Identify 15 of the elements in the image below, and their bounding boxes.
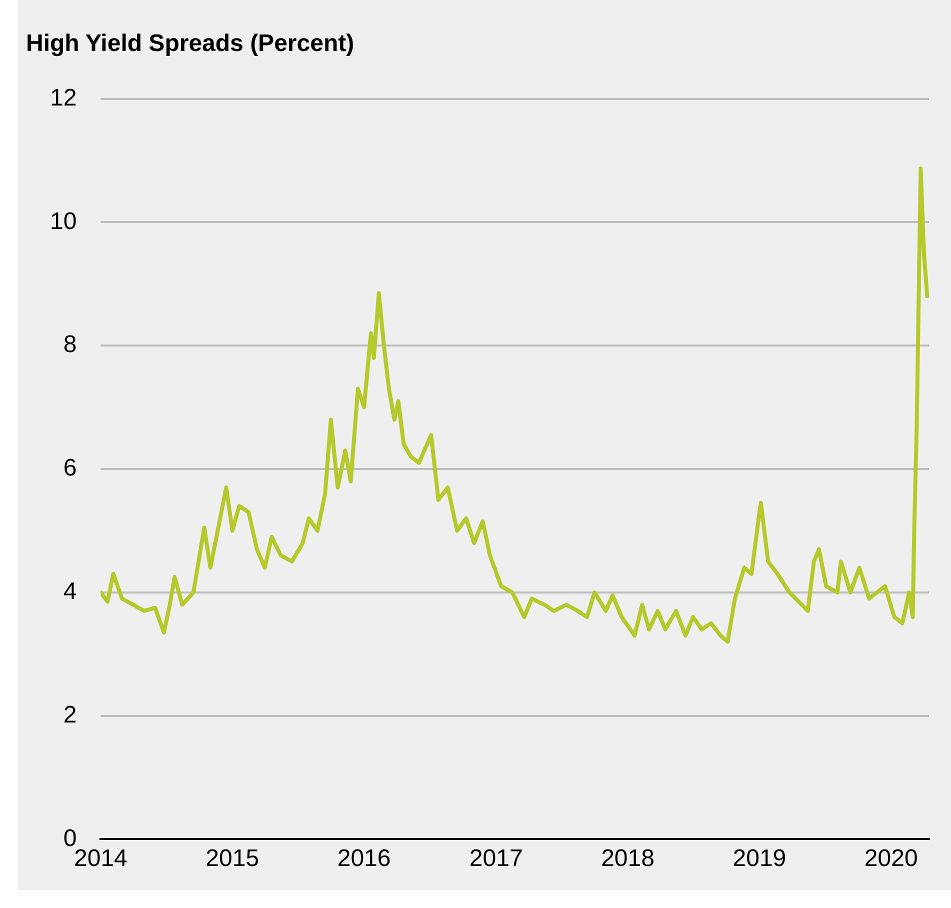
x-tick-label: 2017 <box>469 845 523 872</box>
y-tick-label: 2 <box>63 701 77 728</box>
x-tick-label: 2019 <box>732 845 786 872</box>
y-tick-label: 0 <box>63 824 77 852</box>
x-tick-label: 2018 <box>601 845 654 872</box>
x-tick-label: 2015 <box>206 845 260 872</box>
chart-title: High Yield Spreads (Percent) <box>26 30 354 58</box>
y-tick-label: 10 <box>50 208 77 235</box>
y-tick-label: 4 <box>63 578 77 606</box>
y-tick-label: 8 <box>63 331 77 358</box>
x-tick-label: 2014 <box>74 845 128 872</box>
x-tick-label: 2016 <box>337 845 391 872</box>
y-tick-label: 12 <box>50 84 77 112</box>
y-tick-label: 6 <box>63 454 77 482</box>
x-tick-label: 2020 <box>864 845 918 872</box>
